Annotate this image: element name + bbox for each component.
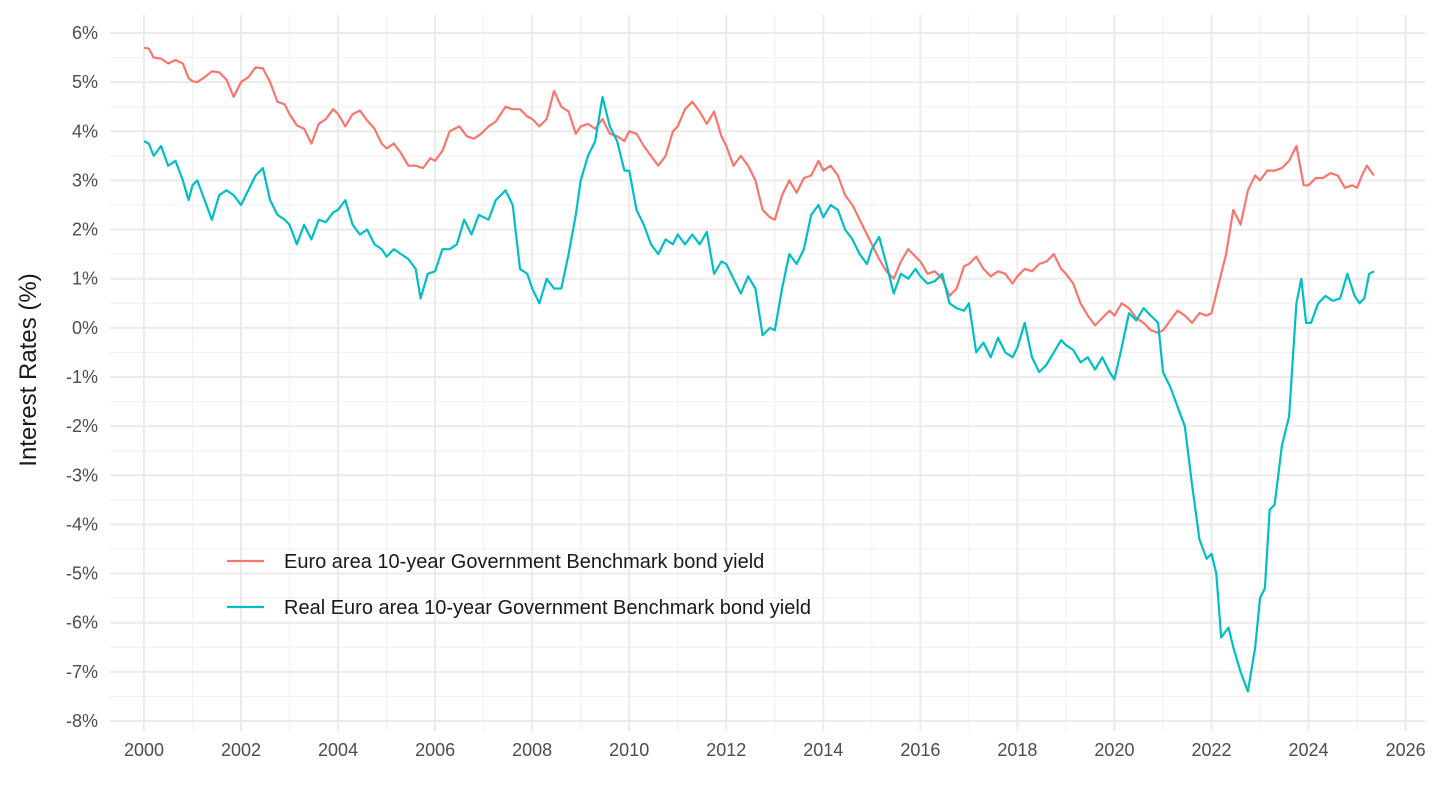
- x-tick-label: 2004: [318, 740, 358, 760]
- y-tick-label: 6%: [72, 23, 98, 43]
- x-tick-label: 2020: [1094, 740, 1134, 760]
- y-tick-label: -1%: [66, 367, 98, 387]
- x-tick-label: 2012: [706, 740, 746, 760]
- y-tick-label: 4%: [72, 121, 98, 141]
- y-tick-label: -7%: [66, 662, 98, 682]
- major-gridlines: [110, 15, 1425, 731]
- series-lines: [143, 46, 1375, 693]
- y-tick-label: -5%: [66, 564, 98, 584]
- y-tick-label: -3%: [66, 465, 98, 485]
- x-tick-label: 2016: [900, 740, 940, 760]
- y-tick-label: -6%: [66, 613, 98, 633]
- legend-label-2: Real Euro area 10-year Government Benchm…: [284, 597, 811, 619]
- y-axis-tick-labels: 6% 5% 4% 3% 2% 1% 0% -1% -2% -3% -4% -5% -6% -7% -8%: [66, 23, 98, 731]
- series-line-2: [143, 95, 1375, 693]
- y-tick-label: 3%: [72, 170, 98, 190]
- y-tick-label: -8%: [66, 711, 98, 731]
- y-tick-label: 1%: [72, 269, 98, 289]
- y-tick-label: 2%: [72, 220, 98, 240]
- y-axis-title: Interest Rates (%): [15, 273, 42, 466]
- legend: Euro area 10-year Government Benchmark b…: [227, 551, 811, 619]
- x-tick-label: 2006: [415, 740, 455, 760]
- y-tick-label: 0%: [72, 318, 98, 338]
- legend-label-1: Euro area 10-year Government Benchmark b…: [284, 551, 764, 573]
- y-tick-label: -2%: [66, 416, 98, 436]
- y-tick-label: -4%: [66, 514, 98, 534]
- x-tick-label: 2022: [1191, 740, 1231, 760]
- x-tick-label: 2002: [221, 740, 261, 760]
- x-tick-label: 2000: [124, 740, 164, 760]
- x-tick-label: 2010: [609, 740, 649, 760]
- x-axis-tick-labels: 2000 2002 2004 2006 2008 2010 2012 2014 2016 2018…: [124, 740, 1426, 760]
- x-tick-label: 2008: [512, 740, 552, 760]
- y-tick-label: 5%: [72, 72, 98, 92]
- x-tick-label: 2024: [1289, 740, 1329, 760]
- x-tick-label: 2018: [997, 740, 1037, 760]
- x-tick-label: 2014: [803, 740, 843, 760]
- x-tick-label: 2026: [1386, 740, 1426, 760]
- series-line-1: [143, 46, 1375, 334]
